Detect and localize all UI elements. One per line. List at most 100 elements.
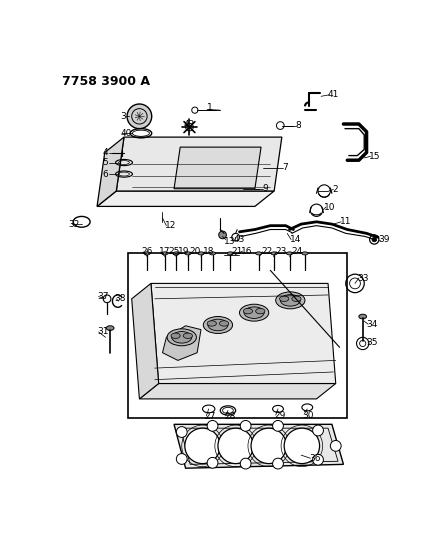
Polygon shape [174, 424, 344, 468]
Ellipse shape [280, 296, 289, 302]
Text: 41: 41 [328, 90, 339, 99]
Ellipse shape [162, 252, 168, 255]
Ellipse shape [220, 321, 229, 326]
Text: 20: 20 [190, 247, 201, 256]
Polygon shape [139, 384, 336, 399]
Circle shape [272, 458, 284, 469]
Text: 39: 39 [378, 235, 390, 244]
Ellipse shape [302, 252, 308, 255]
Text: 28: 28 [224, 412, 236, 421]
Circle shape [207, 421, 218, 431]
Text: 43: 43 [233, 235, 245, 244]
Text: 7758 3900 A: 7758 3900 A [62, 75, 151, 88]
Text: 26: 26 [142, 247, 153, 256]
Ellipse shape [185, 252, 191, 255]
Text: 1: 1 [207, 102, 213, 111]
Ellipse shape [183, 333, 193, 338]
Text: 16: 16 [241, 247, 253, 255]
Text: 15: 15 [369, 152, 381, 161]
Circle shape [240, 458, 251, 469]
Text: 34: 34 [366, 320, 378, 329]
Text: 19: 19 [178, 247, 189, 256]
Ellipse shape [172, 332, 192, 343]
Text: 7: 7 [282, 164, 287, 172]
Circle shape [176, 454, 187, 464]
Text: 17: 17 [160, 247, 171, 256]
Ellipse shape [256, 309, 265, 314]
Ellipse shape [171, 333, 180, 338]
Polygon shape [116, 137, 282, 191]
Ellipse shape [280, 295, 300, 306]
Polygon shape [132, 284, 159, 399]
Circle shape [330, 440, 341, 451]
Circle shape [251, 428, 287, 464]
Ellipse shape [359, 314, 366, 319]
Text: 36: 36 [309, 454, 320, 463]
Ellipse shape [271, 252, 277, 255]
Text: 23: 23 [275, 247, 286, 256]
Text: 32: 32 [69, 220, 80, 229]
Text: 6: 6 [103, 169, 108, 179]
Text: 21: 21 [232, 247, 243, 256]
Text: 24: 24 [292, 247, 303, 256]
Text: 2: 2 [332, 185, 338, 194]
Circle shape [313, 425, 323, 436]
Text: 5: 5 [103, 158, 108, 167]
Text: 29: 29 [274, 411, 286, 421]
Ellipse shape [209, 252, 216, 255]
Circle shape [313, 454, 323, 465]
Ellipse shape [208, 319, 228, 331]
Circle shape [127, 104, 152, 128]
Circle shape [207, 457, 218, 468]
Text: 37: 37 [97, 292, 109, 301]
Ellipse shape [173, 252, 179, 255]
Ellipse shape [227, 252, 233, 255]
Polygon shape [97, 137, 124, 206]
Polygon shape [97, 191, 274, 206]
Ellipse shape [287, 252, 293, 255]
Ellipse shape [292, 296, 301, 302]
Circle shape [219, 231, 227, 239]
Text: 33: 33 [357, 273, 369, 282]
Text: 42: 42 [184, 119, 195, 128]
Text: 4: 4 [103, 148, 108, 157]
Text: 35: 35 [366, 338, 378, 347]
Ellipse shape [167, 329, 196, 346]
Polygon shape [151, 284, 336, 384]
Polygon shape [163, 326, 201, 360]
Circle shape [272, 421, 284, 431]
Text: 40: 40 [120, 129, 132, 138]
Text: 9: 9 [263, 184, 269, 193]
Ellipse shape [106, 326, 114, 330]
Bar [128, 253, 347, 418]
Polygon shape [174, 147, 261, 189]
Ellipse shape [203, 317, 233, 334]
Circle shape [372, 237, 377, 242]
Ellipse shape [276, 292, 305, 309]
Text: 8: 8 [295, 121, 301, 130]
Text: 11: 11 [340, 217, 351, 227]
Ellipse shape [243, 309, 253, 314]
Text: 13: 13 [224, 237, 236, 246]
Text: 30: 30 [302, 410, 314, 419]
Ellipse shape [244, 307, 264, 318]
Ellipse shape [239, 304, 269, 321]
Text: 3: 3 [120, 112, 126, 121]
Text: 31: 31 [97, 327, 109, 336]
Circle shape [284, 428, 320, 464]
Circle shape [218, 428, 254, 464]
Ellipse shape [144, 252, 150, 255]
Circle shape [240, 421, 251, 431]
Text: 12: 12 [165, 221, 176, 230]
Text: 10: 10 [324, 203, 336, 212]
Text: 14: 14 [290, 235, 301, 244]
Text: 18: 18 [203, 247, 215, 256]
Circle shape [185, 428, 220, 464]
Text: 22: 22 [261, 247, 272, 256]
Text: 25: 25 [169, 247, 180, 256]
Ellipse shape [256, 252, 262, 255]
Text: 27: 27 [205, 412, 216, 421]
Circle shape [176, 426, 187, 438]
Text: 38: 38 [115, 294, 126, 303]
Ellipse shape [207, 321, 216, 326]
